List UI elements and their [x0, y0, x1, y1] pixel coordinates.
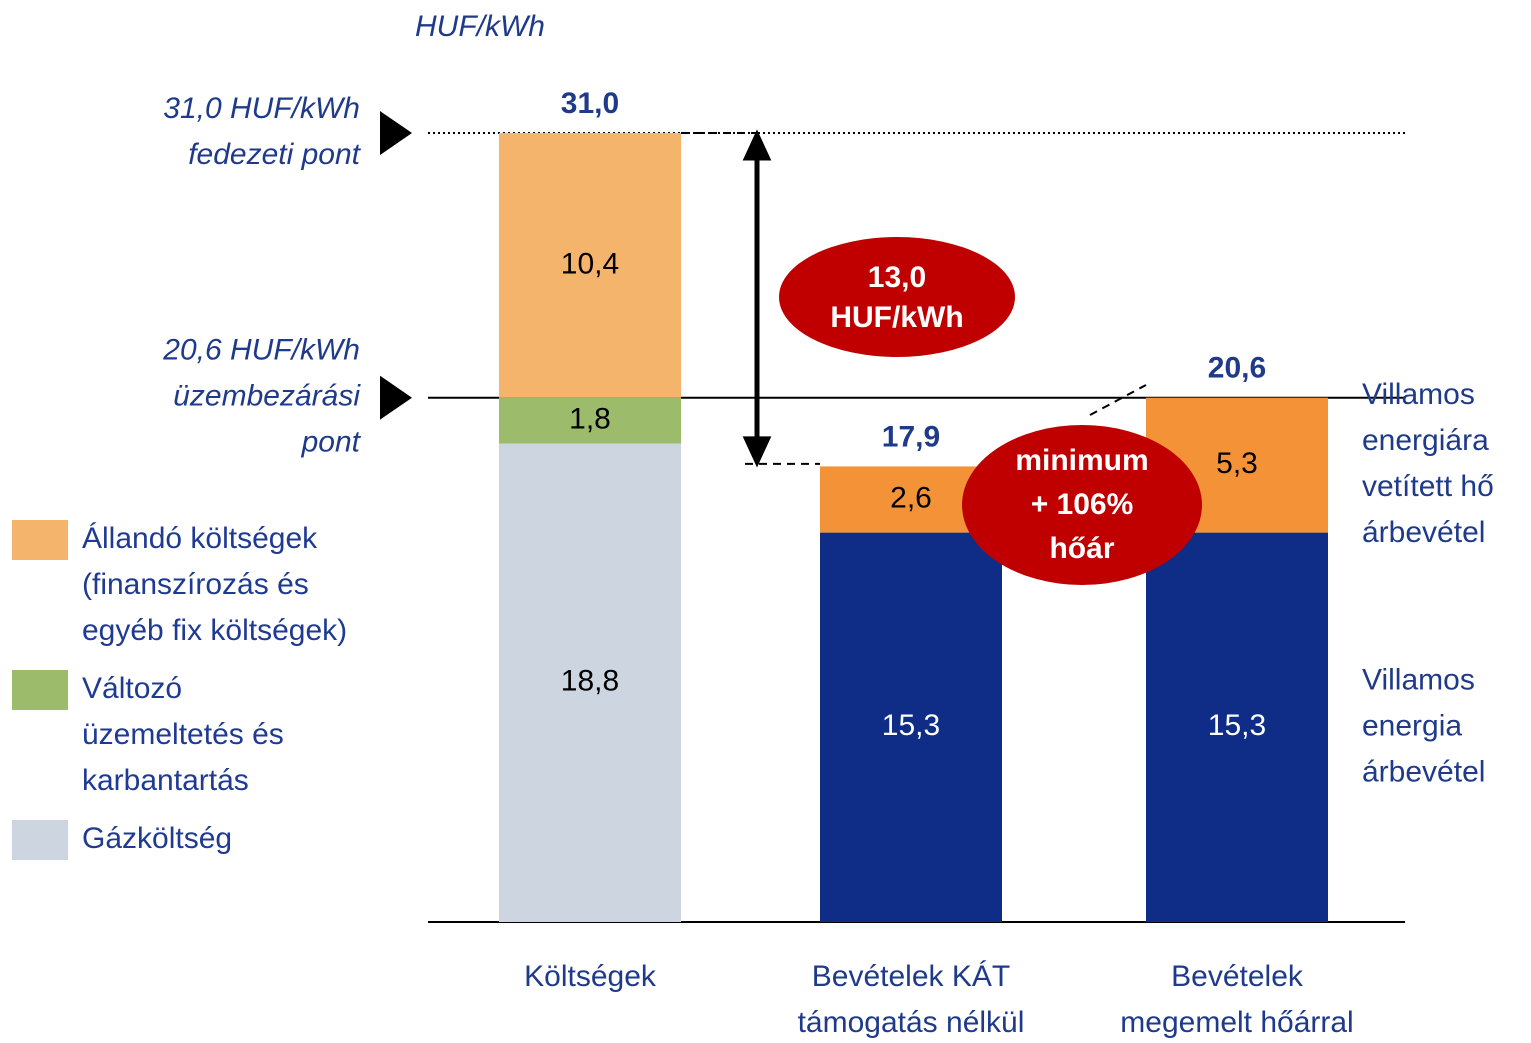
x-tick-label: Költségek	[524, 960, 657, 993]
bar-segment	[499, 443, 681, 922]
total-label: 31,0	[561, 87, 619, 120]
annotation-label: 13,0 HUF/kWh	[830, 261, 963, 334]
reference-marker	[380, 375, 412, 420]
bar-segment	[499, 133, 681, 398]
legend-swatch	[12, 520, 68, 560]
value-label: 18,8	[561, 665, 619, 698]
total-label: 17,9	[882, 420, 940, 453]
total-label: 20,6	[1208, 352, 1266, 385]
arrow-head	[742, 436, 772, 468]
value-label: 1,8	[569, 403, 611, 436]
x-tick-label: Bevételek KÁT támogatás nélkül	[798, 960, 1025, 1039]
reference-label: 20,6 HUF/kWh üzembezárási pont	[162, 334, 361, 459]
bar-segment	[499, 397, 681, 444]
value-label: 15,3	[1208, 709, 1266, 742]
leader	[1089, 384, 1147, 416]
reference-marker	[380, 111, 412, 155]
legend-label: Állandó költségek (finanszírozás és egyéb …	[82, 522, 347, 647]
value-label: 2,6	[890, 481, 932, 514]
bar-segment	[820, 532, 1002, 922]
annotation-bubble	[962, 425, 1202, 585]
unit-label: HUF/kWh	[415, 10, 545, 43]
series-side-label: Villamos energia árbevétel	[1362, 663, 1485, 788]
value-label: 5,3	[1216, 447, 1258, 480]
legend-label: Változó üzemeltetés és karbantartás	[82, 672, 284, 797]
bar-segment	[1146, 532, 1328, 922]
legend-swatch	[12, 820, 68, 860]
series-side-label: Villamos energiára vetített hő árbevétel	[1362, 378, 1494, 549]
reference-label: 31,0 HUF/kWh fedezeti pont	[163, 92, 361, 171]
x-tick-label: Bevételek megemelt hőárral	[1120, 960, 1353, 1039]
legend-swatch	[12, 670, 68, 710]
value-label: 15,3	[882, 709, 940, 742]
legend-label: Gázköltség	[82, 822, 232, 855]
value-label: 10,4	[561, 247, 619, 280]
annotation-label: minimum + 106% hőár	[1015, 444, 1148, 565]
arrow-head	[742, 129, 772, 161]
annotation-bubble	[779, 237, 1015, 357]
